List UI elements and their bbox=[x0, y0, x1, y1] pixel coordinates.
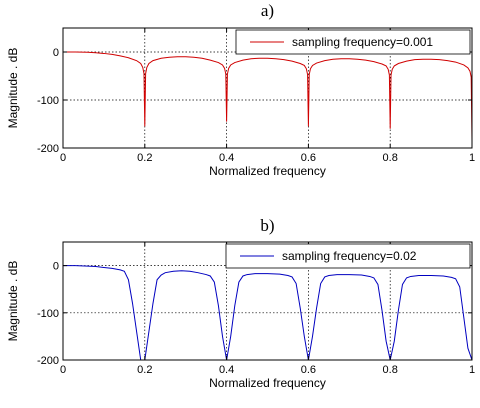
y-tick-label: -100 bbox=[37, 95, 59, 107]
legend-entry: sampling frequency=0.02 bbox=[282, 249, 417, 263]
x-tick-label: 0.6 bbox=[301, 152, 316, 164]
x-axis-label: Normalized frequency bbox=[209, 376, 326, 390]
y-tick-label: -200 bbox=[37, 355, 59, 367]
axes-frame bbox=[62, 27, 473, 149]
y-tick-label: -100 bbox=[37, 308, 59, 320]
x-tick-label: 0.8 bbox=[383, 364, 398, 376]
x-tick-label: 0.4 bbox=[219, 364, 234, 376]
x-tick-label: 0.2 bbox=[137, 364, 152, 376]
x-tick-label: 1 bbox=[469, 152, 475, 164]
y-tick-label: -200 bbox=[37, 143, 59, 155]
chart-panel-1: a) 0 0.2 0.4 0.6 0.8 1 0 -100 -200 Normalized freq… bbox=[6, 1, 475, 178]
x-tick-label: 1 bbox=[469, 364, 475, 376]
y-tick-label: 0 bbox=[53, 47, 59, 59]
y-axis-label: Magnitude . dB bbox=[6, 48, 20, 129]
axes-frame bbox=[62, 241, 473, 361]
legend: sampling frequency=0.001 bbox=[235, 29, 471, 55]
y-axis-label: Magnitude . dB bbox=[6, 261, 20, 342]
legend-entry: sampling frequency=0.001 bbox=[292, 35, 433, 49]
x-tick-label: 0.2 bbox=[137, 152, 152, 164]
x-tick-label: 0 bbox=[60, 152, 66, 164]
x-tick-label: 0.4 bbox=[219, 152, 234, 164]
series-line bbox=[63, 265, 472, 360]
y-tick-label: 0 bbox=[53, 261, 59, 273]
x-tick-label: 0.6 bbox=[301, 364, 316, 376]
chart-panel-2: b) 0 0.2 0.4 0.6 0.8 1 0 -100 -200 Normalized freq… bbox=[6, 216, 475, 390]
legend: sampling frequency=0.02 bbox=[225, 243, 471, 269]
x-axis-label: Normalized frequency bbox=[209, 164, 326, 178]
panel-label: b) bbox=[260, 216, 274, 235]
panel-label: a) bbox=[261, 1, 274, 20]
series-line bbox=[63, 51, 472, 141]
x-tick-label: 0 bbox=[60, 364, 66, 376]
x-tick-label: 0.8 bbox=[383, 152, 398, 164]
